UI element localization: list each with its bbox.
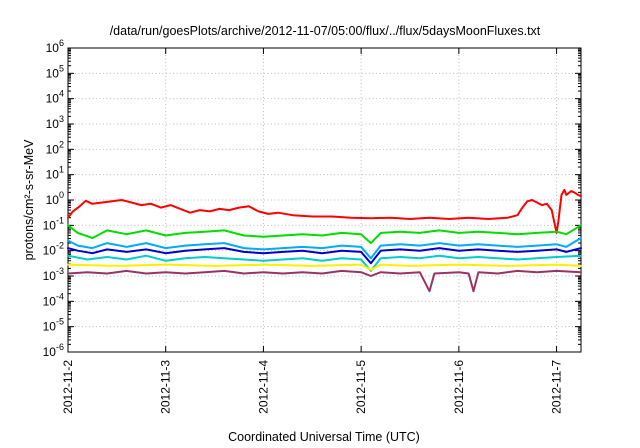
y-tick-label: 106 [46, 38, 64, 55]
x-tick-label: 2012-11-6 [452, 360, 466, 414]
y-tick-label: 102 [46, 139, 64, 156]
series-line-2 [67, 237, 582, 260]
series-line-5 [67, 263, 582, 271]
series-line-4 [67, 254, 582, 272]
x-tick-label: 2012-11-5 [354, 360, 368, 414]
grid [68, 48, 581, 352]
y-tick-label: 100 [46, 190, 64, 207]
x-axis-label: Coordinated Universal Time (UTC) [228, 430, 420, 444]
x-tick-label: 2012-11-3 [159, 360, 173, 414]
y-tick-label: 10-1 [43, 215, 64, 232]
x-tick-label: 2012-11-4 [256, 360, 270, 414]
y-tick-label: 10-2 [43, 241, 64, 258]
y-tick-label: 10-4 [43, 291, 64, 308]
chart-title: /data/run/goesPlots/archive/2012-11-07/0… [110, 24, 541, 38]
x-tick-label: 2012-11-7 [550, 360, 564, 414]
series-line-0 [67, 188, 582, 234]
y-tick-label: 105 [46, 63, 64, 80]
series-group [67, 188, 582, 293]
series-line-6 [67, 269, 582, 293]
y-axis-label: protons/cm²-s-sr-MeV [22, 139, 36, 261]
series-line-1 [67, 224, 582, 245]
y-tick-label: 101 [46, 165, 64, 182]
y-tick-label: 10-6 [43, 342, 64, 359]
x-axis: 2012-11-2 2012-11-3 2012-11-4 2012-11-5 2012… [61, 48, 564, 414]
y-tick-label: 10-5 [43, 317, 64, 334]
series-line-3 [67, 247, 582, 265]
y-tick-label: 104 [46, 89, 64, 106]
y-tick-label: 10-3 [43, 266, 64, 283]
x-tick-label: 2012-11-2 [61, 360, 75, 414]
y-tick-label: 103 [46, 114, 64, 131]
y-axis: 10-6 10-5 10-4 10-3 10-2 10-1 100 101 102 103 104 1… [43, 38, 581, 359]
